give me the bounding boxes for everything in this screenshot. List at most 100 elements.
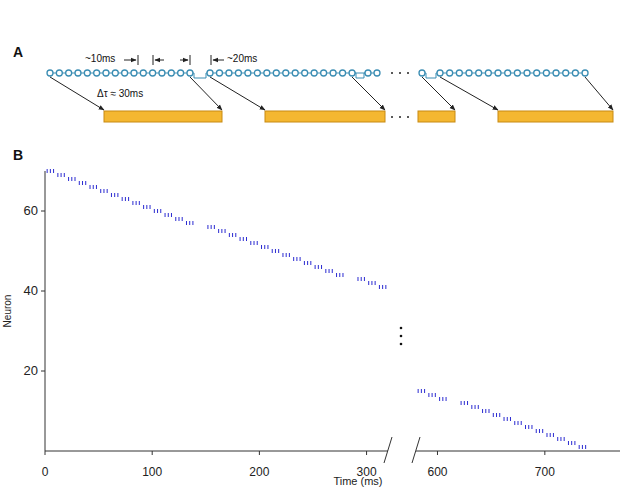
pattern-element xyxy=(456,70,462,76)
annotation-arrow xyxy=(124,60,136,61)
spike xyxy=(240,237,241,241)
panel-a-diagram xyxy=(47,55,613,122)
spike xyxy=(211,225,212,229)
spike xyxy=(286,253,287,257)
pattern-element xyxy=(122,70,128,76)
spike xyxy=(218,229,219,233)
annotation-bar xyxy=(153,55,154,65)
pattern-element xyxy=(150,70,156,76)
spike xyxy=(525,425,526,429)
pattern-element xyxy=(582,70,588,76)
mapping-arrow xyxy=(190,77,222,110)
spike xyxy=(182,217,183,221)
spike xyxy=(564,437,565,441)
y-axis-label: Neuron xyxy=(2,295,13,328)
spike xyxy=(143,205,144,209)
pattern-element xyxy=(534,70,540,76)
spike xyxy=(329,269,330,273)
spike xyxy=(475,405,476,409)
spike xyxy=(489,409,490,413)
spike xyxy=(467,401,468,405)
spike xyxy=(310,261,311,265)
spike xyxy=(332,269,333,273)
spike-marks xyxy=(418,389,585,449)
spike xyxy=(221,229,222,233)
axis-break xyxy=(412,437,420,463)
pattern-element xyxy=(476,70,482,76)
x-tick xyxy=(437,451,438,455)
annotation: Δτ ≈ 30ms xyxy=(97,88,143,99)
spike xyxy=(339,273,340,277)
figure: A~10ms~20msΔτ ≈ 30msB0100200300204060600… xyxy=(0,0,621,489)
pattern-element xyxy=(321,70,327,76)
ellipsis-dot xyxy=(407,72,409,74)
annotation-arrow xyxy=(155,60,164,61)
pattern-element xyxy=(207,70,213,76)
spike xyxy=(579,445,580,449)
spike xyxy=(371,281,372,285)
ellipsis-dot xyxy=(399,72,401,74)
spike xyxy=(93,185,94,189)
panel-label: B xyxy=(13,147,23,163)
x-tick xyxy=(259,451,260,455)
annotation-bar xyxy=(190,55,191,65)
x-axis-label: Time (ms) xyxy=(333,475,382,487)
spike xyxy=(364,277,365,281)
spike xyxy=(267,245,268,249)
spike xyxy=(461,401,462,405)
spike xyxy=(496,413,497,417)
y-tick xyxy=(41,371,45,372)
pattern-element xyxy=(84,70,90,76)
pattern-element xyxy=(419,70,425,76)
spike xyxy=(157,209,158,213)
annotation-bar xyxy=(211,55,212,65)
spike xyxy=(482,409,483,413)
spike xyxy=(582,445,583,449)
pattern-element xyxy=(75,70,81,76)
spike xyxy=(382,285,383,289)
pattern-element xyxy=(168,70,174,76)
pattern-element xyxy=(273,70,279,76)
spike xyxy=(71,177,72,181)
spike xyxy=(546,433,547,437)
pattern-element xyxy=(66,70,72,76)
spike xyxy=(499,413,500,417)
spike xyxy=(296,257,297,261)
spike xyxy=(75,177,76,181)
spike xyxy=(531,425,532,429)
spike xyxy=(507,417,508,421)
pattern-element xyxy=(553,70,559,76)
pattern-element xyxy=(56,70,62,76)
pattern-element xyxy=(103,70,109,76)
spike xyxy=(264,245,265,249)
spike-marks xyxy=(47,169,386,289)
y-tick-label: 40 xyxy=(24,283,38,298)
y-axis-line xyxy=(45,171,46,451)
spike xyxy=(90,185,91,189)
response-bar xyxy=(104,111,222,122)
x-tick xyxy=(366,451,367,455)
y-tick xyxy=(41,211,45,212)
spike xyxy=(510,417,511,421)
spike xyxy=(325,269,326,273)
spike xyxy=(50,169,51,173)
spike xyxy=(439,397,440,401)
ellipsis-dot xyxy=(391,116,393,118)
spike xyxy=(560,437,561,441)
spike xyxy=(315,265,316,269)
pattern-element xyxy=(485,70,491,76)
spike xyxy=(79,181,80,185)
spike xyxy=(464,401,465,405)
annotation: ~20ms xyxy=(227,53,257,64)
spike xyxy=(128,197,129,201)
spike xyxy=(379,285,380,289)
spike xyxy=(446,397,447,401)
pattern-element xyxy=(235,70,241,76)
pattern-element xyxy=(495,70,501,76)
spike xyxy=(122,197,123,201)
spike xyxy=(132,201,133,205)
spike xyxy=(171,213,172,217)
pattern-element xyxy=(226,70,232,76)
spike xyxy=(178,217,179,221)
y-tick-label: 20 xyxy=(24,363,38,378)
